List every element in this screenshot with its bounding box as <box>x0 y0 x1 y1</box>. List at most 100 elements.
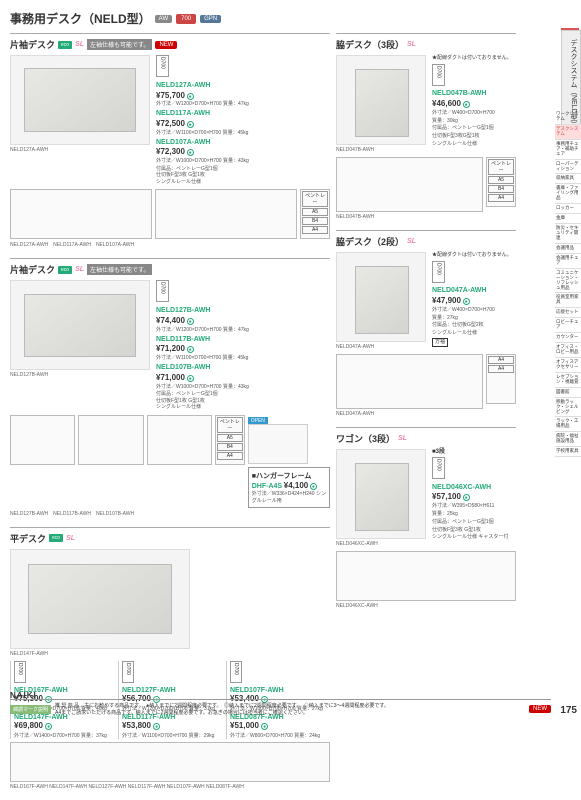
size-legend: ペントレーA5B4A4 <box>486 157 516 207</box>
price-mark-icon: ● <box>310 483 317 490</box>
side-nav-item[interactable]: 収納家具 <box>555 174 581 184</box>
hanger-title: ■ハンガーフレーム <box>252 471 326 481</box>
tag-gpn: GPN <box>200 15 221 23</box>
price: ¥69,800 <box>14 721 43 730</box>
hanger-frame-box: ■ハンガーフレーム DHF-A4S ¥4,100 ● 外寸法／W336×D424… <box>248 467 330 508</box>
section-title: ワゴン（3段） <box>336 432 395 445</box>
side-nav-item[interactable]: ロビーチェア <box>555 318 581 333</box>
side-nav-item[interactable]: ローパーティション <box>555 160 581 175</box>
d700-label: D700 <box>432 261 445 283</box>
size-tag: ペントレー <box>488 159 514 175</box>
dimension-diagram <box>336 551 516 601</box>
note-badge: 左袖仕様も可能です。 <box>87 39 152 50</box>
d700-label: D700 <box>122 661 134 683</box>
side-nav-item[interactable]: 図書館 <box>555 388 581 398</box>
spec-dims: 外寸法／W1200×D700×H700 質量：47kg <box>156 327 249 333</box>
spec-block: NELD107B-AWH¥71,000 ●外寸法／W1000×D700×H700… <box>156 363 330 391</box>
image-caption: NELD046XC-AWH <box>336 541 426 547</box>
side-nav-item[interactable]: ラック・工場用品 <box>555 417 581 432</box>
side-nav-item[interactable]: ワークシステム <box>555 110 581 125</box>
tag-700: 700 <box>176 14 196 24</box>
square-label: 方袖 <box>432 338 448 347</box>
size-tag: B4 <box>302 217 328 225</box>
spec-block: NELD047A-AWH¥47,900 ●外寸法／W400×D700×H700質… <box>432 286 516 338</box>
side-nav-item[interactable]: カウンター <box>555 333 581 343</box>
side-nav-item[interactable]: 役員室用家具 <box>555 293 581 308</box>
size-tag: A4 <box>488 356 514 364</box>
square-label: ■3段 <box>432 449 516 457</box>
side-nav-item[interactable]: 移動ラック・シェルビング <box>555 398 581 418</box>
spec-extra: 付属品：ペントレーG型1個仕切板F型1枚 G型1枚シングルレール仕様 <box>156 391 330 411</box>
eco-badge: eco <box>58 266 72 274</box>
price: ¥57,100 <box>432 492 461 501</box>
price: ¥72,500 <box>156 119 185 128</box>
page-title: 事務用デスク（NELD型） <box>10 10 151 27</box>
product-image <box>336 252 426 342</box>
spec-dims: 外寸法／W400×D700×H700質量：27kg付属品：仕切板G型2枚シングル… <box>432 307 495 336</box>
footer-legend-text: 推 奨 商 品…主にお勧めする商品です。 ●納入までに2週間程度必要です。 ◎納… <box>55 702 525 716</box>
spec-block: NELD117A-AWH¥72,500 ●外寸法／W1100×D700×H700… <box>156 109 330 137</box>
duct-note: 配線ダクトは付いておりません。 <box>432 55 516 62</box>
dimension-diagram <box>10 189 152 239</box>
spec-dims: 外寸法／W1100×D700×H700 質量：45kg <box>156 130 248 136</box>
side-nav-item[interactable]: 事務用チェア・補助チェア <box>555 140 581 160</box>
sl-badge: SL <box>75 41 84 48</box>
side-nav-item[interactable]: オフィス・ロビー用品 <box>555 343 581 358</box>
model-code: NELD107A-AWH <box>156 139 210 146</box>
image-caption: NELD127A-AWH <box>10 147 150 153</box>
dimension-diagram <box>147 415 212 465</box>
price-mark-icon: ● <box>187 375 194 382</box>
spec-block: NELD047B-AWH¥46,600 ●外寸法／W400×D700×H700質… <box>432 89 516 149</box>
size-tag: A5 <box>488 176 514 184</box>
sl-badge: SL <box>75 266 84 273</box>
price-mark-icon: ● <box>261 723 268 730</box>
model-code: NELD047A-AWH <box>432 287 486 294</box>
price-mark-icon: ● <box>45 723 52 730</box>
spec-dims: 外寸法／W395×D580×H611質量：25kg付属品：ペントレーG型1個仕切… <box>432 503 508 540</box>
side-nav-item[interactable]: レセプション・視聴覚 <box>555 373 581 388</box>
side-nav-item[interactable]: 学校用家具 <box>555 447 581 457</box>
price-mark-icon: ● <box>463 494 470 501</box>
side-nav-item[interactable]: 応接セット <box>555 308 581 318</box>
model-code: NELD127F-AWH <box>122 687 176 694</box>
side-nav-item[interactable]: 会議用チェア <box>555 254 581 269</box>
product-image <box>10 280 150 370</box>
size-tag: B4 <box>217 443 243 451</box>
side-nav-item[interactable]: 病院・福祉施設用品 <box>555 432 581 447</box>
side-nav-item[interactable]: 会議用品 <box>555 244 581 254</box>
page-header: 事務用デスク（NELD型） AW 700 GPN <box>10 10 551 27</box>
side-nav-item[interactable]: デスクシステム <box>555 125 581 140</box>
size-tag: B4 <box>488 185 514 193</box>
side-nav-item[interactable]: 金庫 <box>555 214 581 224</box>
price: ¥47,900 <box>432 296 461 305</box>
price: ¥71,000 <box>156 373 185 382</box>
section-wagon: ワゴン（3段） SL NELD046XC-AWH ■3段 D700 NELD04… <box>336 427 516 615</box>
model-code: NELD046XC-AWH <box>432 484 491 491</box>
side-nav-item[interactable]: コミュニケーション・リフレッシュ用品 <box>555 269 581 294</box>
diagram-caption: NELD046XC-AWH <box>336 603 516 609</box>
side-nav-item[interactable]: ロッカー <box>555 204 581 214</box>
dimension-diagram <box>155 189 297 239</box>
size-tag: ペントレー <box>302 191 328 207</box>
spec-dims: 外寸法／W1000×D700×H700 質量：43kg <box>156 158 249 164</box>
model-code: NELD127A-AWH <box>156 82 210 89</box>
size-tag: A4 <box>217 452 243 460</box>
diagram-caption: NELD167F-AWH NELD147F-AWH NELD127F-AWH N… <box>10 784 330 790</box>
spec-dims: 外寸法／W1000×D700×H700 質量：43kg <box>156 384 249 390</box>
spec-block: NELD127B-AWH¥74,400 ●外寸法／W1200×D700×H700… <box>156 306 330 334</box>
hanger-spec: 外寸法／W336×D424×H240 シングルレール用 <box>252 490 326 504</box>
price-mark-icon: ● <box>187 93 194 100</box>
side-nav-item[interactable]: 防災・セキュリティ関連 <box>555 224 581 244</box>
side-nav-item[interactable]: オフィスアクセサリー <box>555 358 581 373</box>
dimension-diagram <box>10 742 330 782</box>
spec-dims: 外寸法／W1400×D700×H700 質量：37kg <box>14 733 107 739</box>
duct-note: 配線ダクトは付いておりません。 <box>432 252 516 259</box>
image-caption: NELD147F-AWH <box>10 651 330 657</box>
price-mark-icon: ● <box>187 149 194 156</box>
price-mark-icon: ● <box>187 346 194 353</box>
spec-block: NELD046XC-AWH¥57,100 ● 外寸法／W395×D580×H611… <box>432 483 516 543</box>
footer-left-badge: 綿調マーク説明 <box>10 705 51 714</box>
side-nav-item[interactable]: 書庫・ファイリング用品 <box>555 184 581 204</box>
spec-dims: 外寸法／W1100×D700×H700 質量：45kg <box>156 355 248 361</box>
diagram-caption: NELD127A-AWH NELD117A-AWH NELD107A-AWH <box>10 241 330 248</box>
